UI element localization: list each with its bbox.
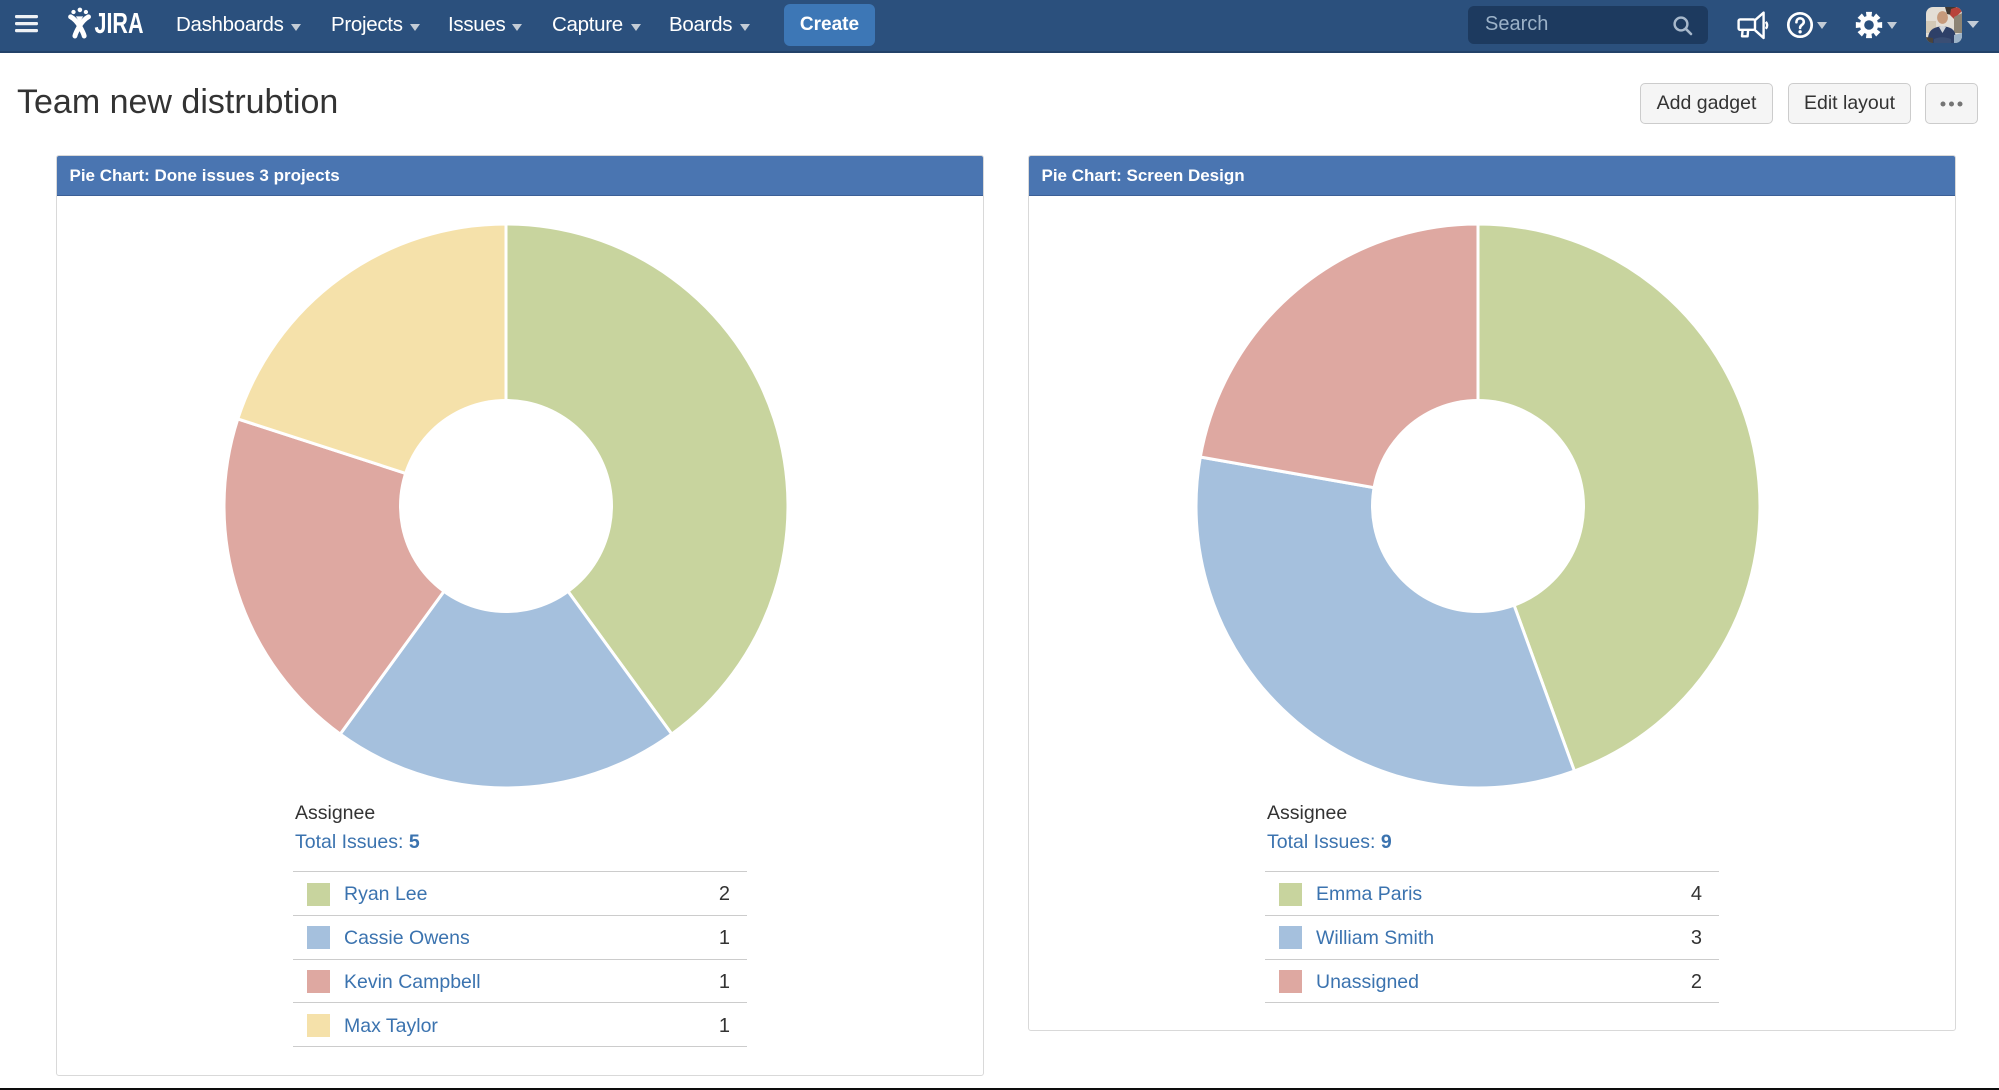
svg-text:JIRA: JIRA [95, 8, 144, 40]
